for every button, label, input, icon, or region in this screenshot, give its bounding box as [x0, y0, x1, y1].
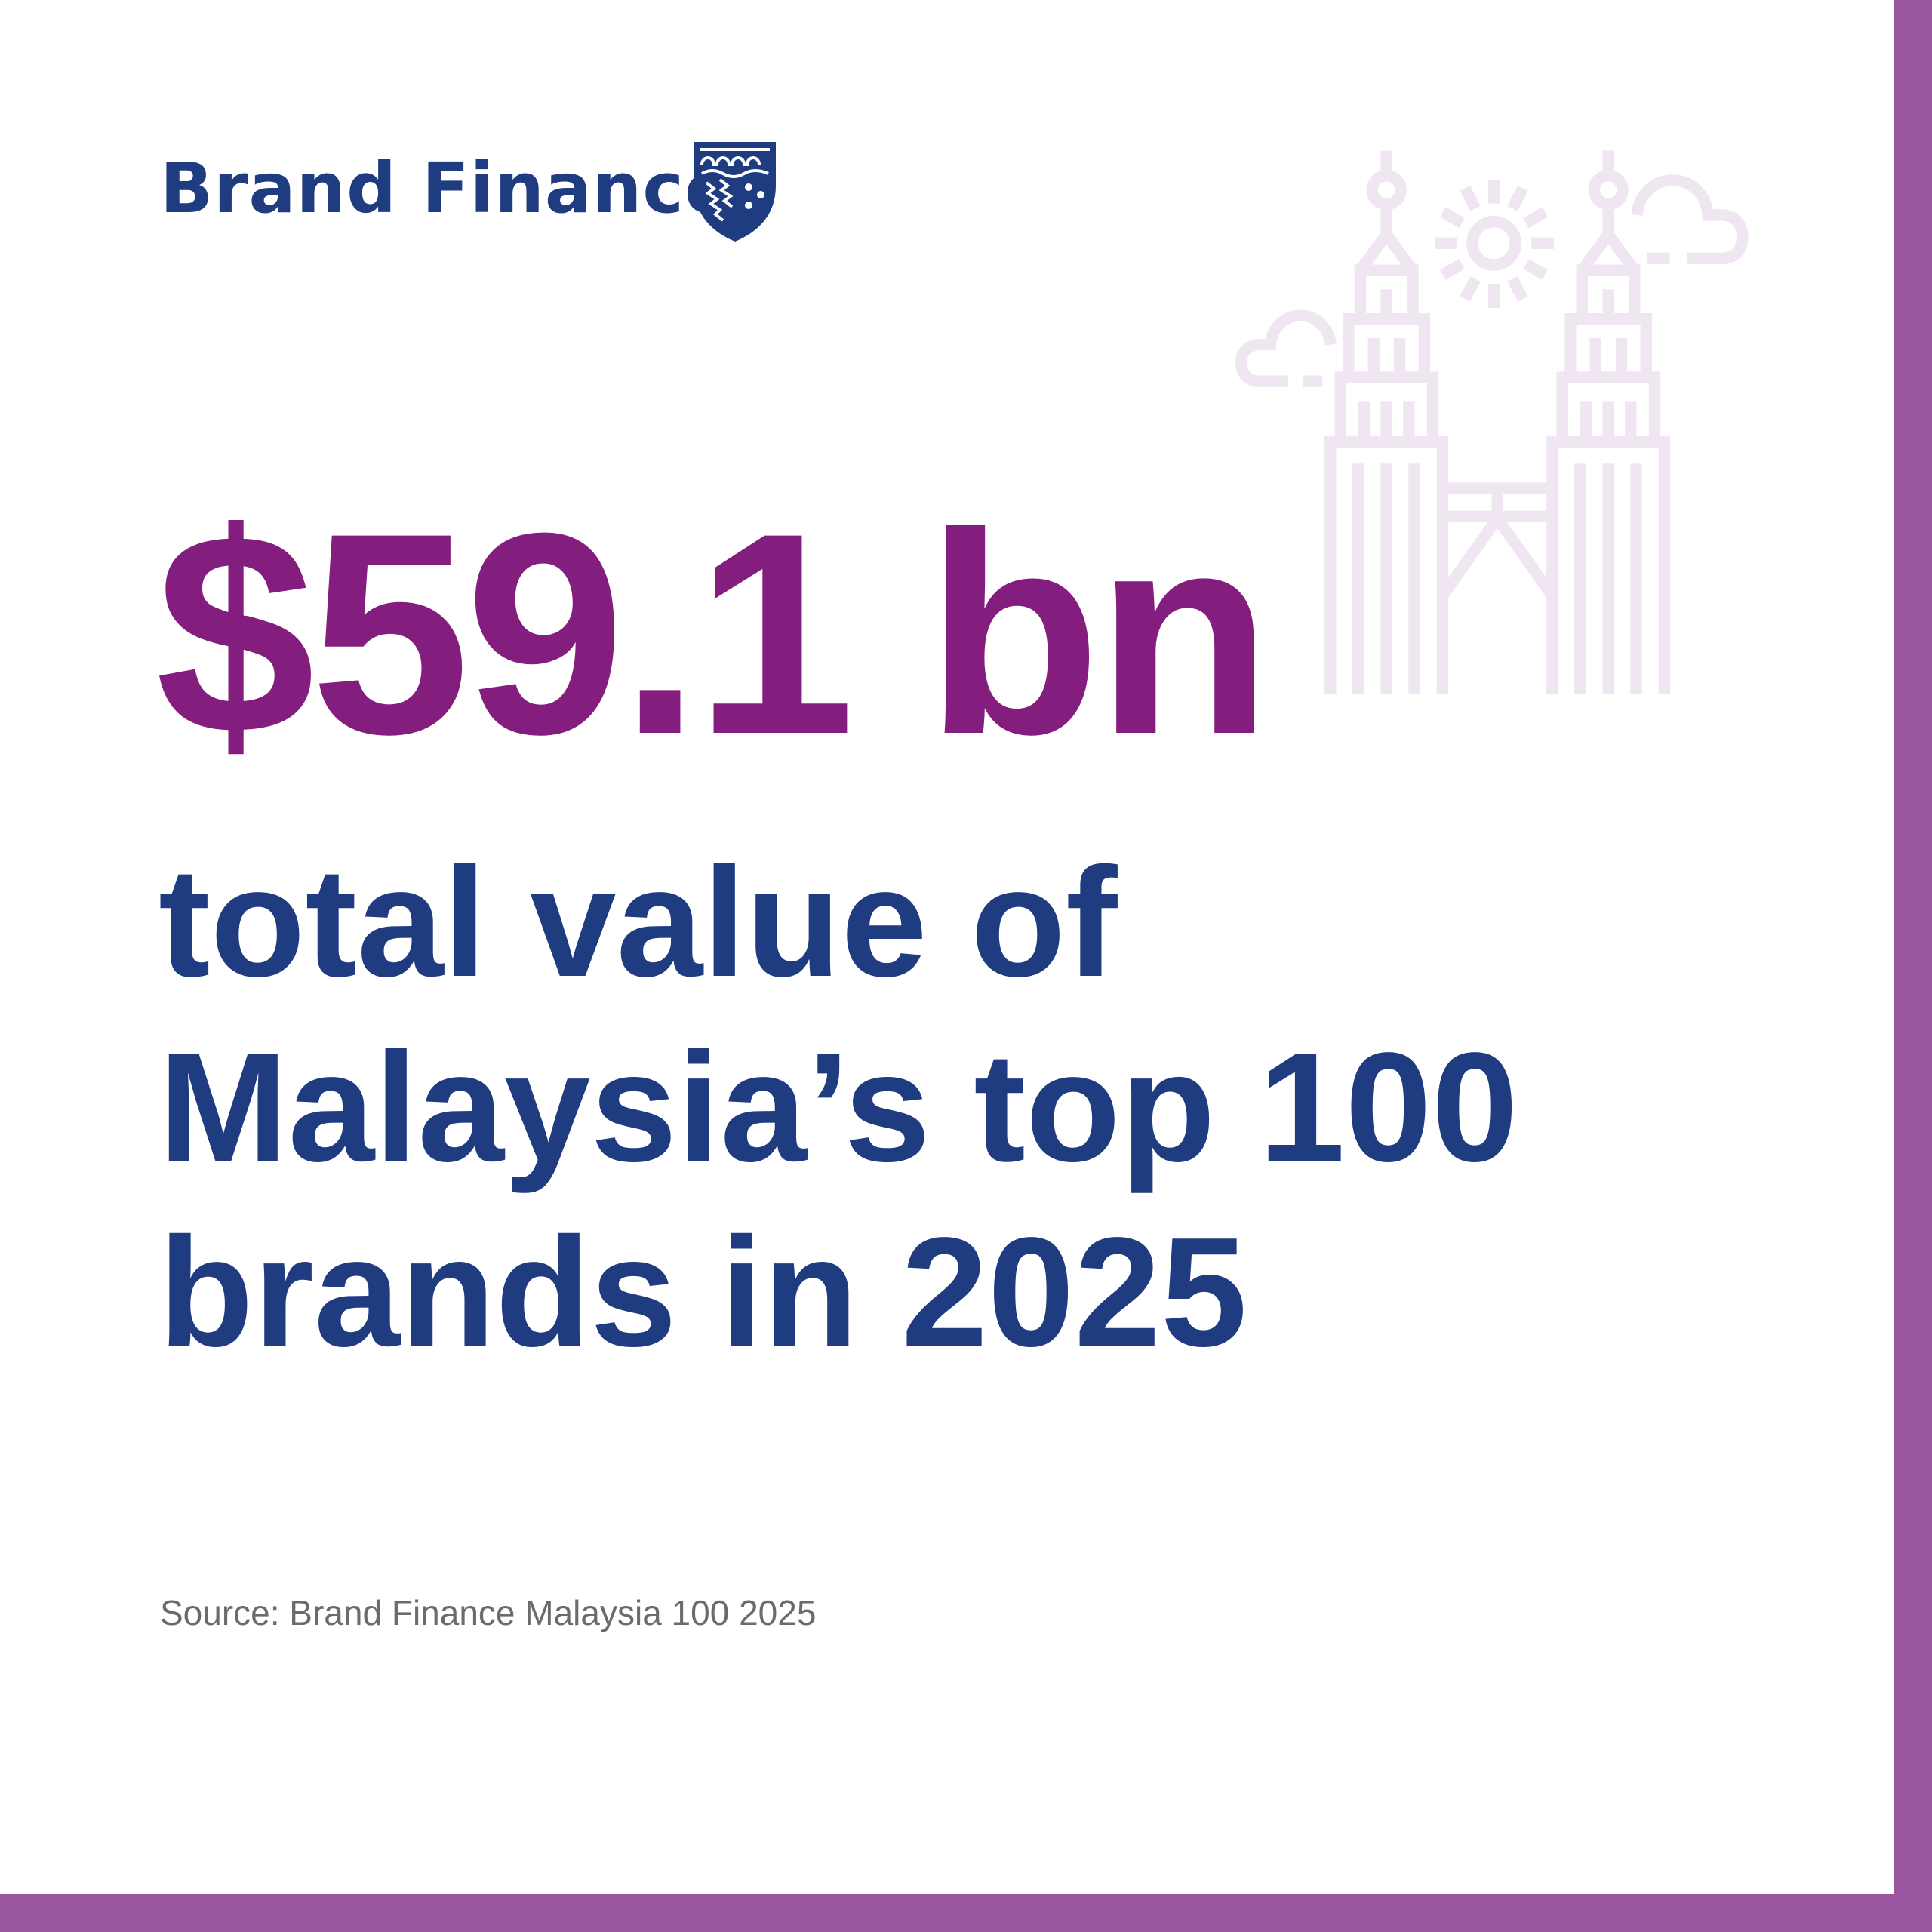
shield-crest-icon	[694, 142, 776, 242]
source-note: Source: Brand Finance Malaysia 100 2025	[160, 1593, 817, 1632]
subtitle-line: total value of	[158, 835, 1118, 1009]
brand-finance-logo: Brand Finance®	[160, 148, 754, 229]
border-bottom	[0, 1894, 1932, 1932]
subtitle: total value of Malaysia’s top 100 brands…	[158, 830, 1518, 1385]
petronas-twin-towers-icon	[1235, 136, 1749, 694]
subtitle-line: Malaysia’s top 100	[158, 1020, 1518, 1194]
logo-text: Brand Finance	[160, 148, 733, 229]
headline-value: $59.1 bn	[155, 473, 1272, 794]
subtitle-line: brands in 2025	[158, 1205, 1247, 1379]
border-right	[1894, 0, 1932, 1932]
